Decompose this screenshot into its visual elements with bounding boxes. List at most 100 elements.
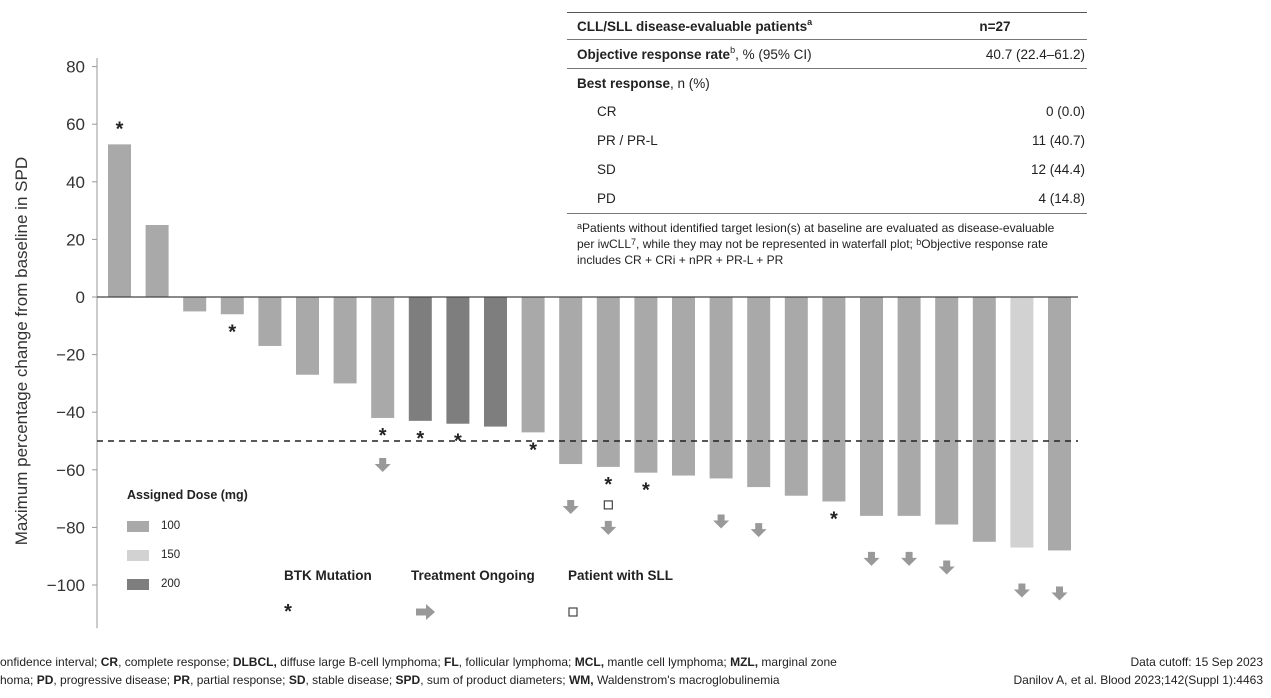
- response-value: 12 (44.4): [1030, 162, 1085, 177]
- btk-marker: *: [642, 480, 650, 502]
- footer-text-run: WM,: [568, 673, 594, 687]
- legend-label: 200: [161, 578, 181, 590]
- key-label-ongoing: Treatment Ongoing: [411, 568, 535, 583]
- legend-swatch: [127, 578, 149, 590]
- footer-text-run: marginal zone: [758, 655, 837, 669]
- response-label: PR / PR-L: [597, 133, 658, 148]
- footer-text-run: SPD: [395, 673, 421, 687]
- y-tick-label: 0: [76, 288, 85, 307]
- legend-item-150: 150: [127, 549, 180, 561]
- ongoing-marker: [1013, 583, 1030, 598]
- footer-text-run: mantle cell lymphoma;: [604, 655, 731, 669]
- ongoing-marker: [374, 457, 391, 472]
- bar: [596, 297, 620, 467]
- footer-text-run: onfidence interval;: [0, 655, 101, 669]
- y-tick-label: −100: [47, 576, 85, 595]
- legend-swatch: [127, 549, 149, 561]
- abbreviations-line-2: homa; PD, progressive disease; PR, parti…: [0, 673, 780, 687]
- bar: [747, 297, 771, 488]
- ongoing-marker: [750, 523, 767, 538]
- bar: [897, 297, 921, 516]
- bar: [258, 297, 282, 346]
- response-row-sd: SD 12 (44.4): [567, 155, 1087, 184]
- bar: [709, 297, 733, 479]
- orr-label: Objective response rateb, % (95% CI): [577, 44, 812, 62]
- y-tick-label: 20: [66, 230, 85, 249]
- footer-text-run: , partial response;: [190, 673, 289, 687]
- ongoing-marker: [901, 551, 918, 566]
- y-tick-label: −40: [56, 403, 85, 422]
- ongoing-marker: [600, 520, 617, 535]
- footer-text-run: Waldenstrom's macroglobulinemia: [593, 673, 780, 687]
- ongoing-marker: [562, 500, 579, 515]
- key-label-sll: Patient with SLL: [568, 568, 674, 583]
- bar: [559, 297, 583, 465]
- bar: [1048, 297, 1071, 551]
- key-sll-icon: [568, 607, 578, 617]
- response-label: CR: [597, 104, 617, 119]
- bar: [860, 297, 883, 516]
- btk-marker: *: [529, 439, 537, 461]
- table-footnote: aPatients without identified target lesi…: [577, 221, 1055, 267]
- btk-marker: *: [416, 428, 424, 450]
- footer-text-run: diffuse large B-cell lymphoma;: [276, 655, 444, 669]
- table-header-value: n=27: [979, 18, 1011, 34]
- btk-marker: *: [454, 431, 462, 453]
- bar: [484, 297, 507, 427]
- footer-text-run: MZL,: [730, 655, 759, 669]
- response-value: 0 (0.0): [1045, 104, 1085, 119]
- response-table: CLL/SLL disease-evaluable patientsa n=27…: [567, 12, 1087, 268]
- y-tick-label: 80: [66, 58, 85, 77]
- response-label: SD: [597, 162, 616, 177]
- footer-text-run: , stable disease;: [305, 673, 396, 687]
- bar: [145, 225, 169, 297]
- legend-label: 150: [161, 549, 181, 561]
- legend-label: 100: [161, 520, 181, 532]
- best-response-label: Best response, n (%): [577, 75, 710, 91]
- response-label: PD: [597, 191, 616, 206]
- footer-text-run: DLBCL,: [232, 655, 277, 669]
- y-tick-label: −80: [56, 518, 85, 537]
- y-tick-label: 60: [66, 115, 85, 134]
- ongoing-marker: [938, 560, 955, 575]
- bar: [296, 297, 319, 375]
- sll-marker: [603, 500, 613, 510]
- footer-text-run: SD: [288, 673, 306, 687]
- abbreviations-line-1: onfidence interval; CR, complete respons…: [0, 655, 837, 669]
- btk-marker: *: [116, 118, 124, 140]
- bar: [183, 297, 207, 312]
- citation: Danilov A, et al. Blood 2023;142(Suppl 1…: [1013, 673, 1263, 687]
- btk-marker: *: [228, 321, 236, 343]
- response-row-pd: PD 4 (14.8): [567, 184, 1087, 214]
- legend-swatch: [127, 520, 149, 532]
- footer-text-run: , progressive disease;: [53, 673, 174, 687]
- table-header: CLL/SLL disease-evaluable patientsa n=27: [567, 12, 1087, 40]
- ongoing-marker: [863, 551, 880, 566]
- footer-text-run: MCL,: [574, 655, 605, 669]
- data-cutoff: Data cutoff: 15 Sep 2023: [1130, 655, 1263, 669]
- footer-text-run: homa;: [0, 673, 37, 687]
- legend-item-100: 100: [127, 520, 180, 532]
- response-value: 11 (40.7): [1031, 133, 1085, 148]
- table-header-label: CLL/SLL disease-evaluable patientsa: [577, 16, 813, 34]
- bar: [784, 297, 808, 496]
- bar: [521, 297, 545, 433]
- bar: [371, 297, 395, 418]
- y-axis-title: Maximum percentage change from baseline …: [12, 157, 31, 545]
- bar: [935, 297, 959, 525]
- key-btk-icon: *: [284, 601, 292, 623]
- bar: [1010, 297, 1034, 548]
- bar: [822, 297, 846, 502]
- bar: [672, 297, 695, 476]
- bar: [408, 297, 432, 421]
- footer-text-run: PR: [173, 673, 191, 687]
- footer-text-run: , complete response;: [118, 655, 233, 669]
- key-label-btk: BTK Mutation: [284, 568, 372, 583]
- btk-marker: *: [830, 508, 838, 530]
- orr-row: Objective response rateb, % (95% CI) 40.…: [567, 40, 1087, 69]
- footer-text-run: FL: [444, 655, 459, 669]
- y-tick-label: 40: [66, 173, 85, 192]
- orr-value: 40.7 (22.4–61.2): [985, 46, 1085, 62]
- footer-text-run: PD: [36, 673, 54, 687]
